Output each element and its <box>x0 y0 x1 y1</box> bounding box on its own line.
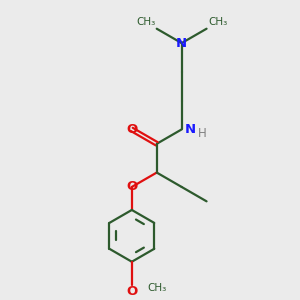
Text: CH₃: CH₃ <box>208 17 227 27</box>
Text: CH₃: CH₃ <box>136 17 155 27</box>
Text: O: O <box>126 285 137 298</box>
Text: O: O <box>126 180 137 194</box>
Text: CH₃: CH₃ <box>148 283 167 292</box>
Text: O: O <box>126 123 137 136</box>
Text: N: N <box>176 37 187 50</box>
Text: H: H <box>197 127 206 140</box>
Text: N: N <box>184 123 196 136</box>
